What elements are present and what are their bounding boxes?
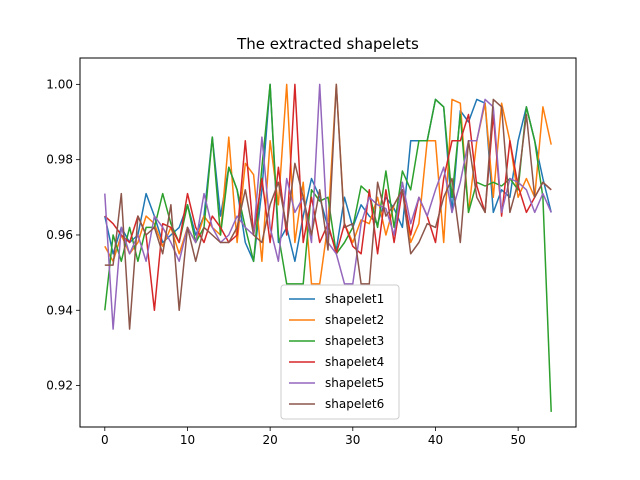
x-tick-label: 0 xyxy=(101,433,109,447)
y-tick-label: 1.00 xyxy=(46,77,73,91)
x-tick-label: 20 xyxy=(262,433,277,447)
plot-lines xyxy=(104,83,552,412)
legend: shapelet1 shapelet2 shapelet3 shapelet4 shap… xyxy=(280,284,400,420)
x-tick-label: 10 xyxy=(180,433,195,447)
shapelet2-line xyxy=(104,83,552,285)
plot-frame xyxy=(79,57,577,428)
shapelet4-line xyxy=(104,83,552,312)
y-tick-label: 0.94 xyxy=(46,303,73,317)
shapelet1-legend-label: shapelet1 xyxy=(325,292,384,306)
x-tick-label: 30 xyxy=(345,433,360,447)
x-tick-label: 50 xyxy=(510,433,525,447)
y-tick-label: 0.96 xyxy=(46,228,73,242)
shapelet6-line xyxy=(104,83,552,330)
x-axis: 0 10 20 30 40 50 xyxy=(101,427,526,447)
y-tick-label: 0.98 xyxy=(46,153,73,167)
shapelet2-legend-label: shapelet2 xyxy=(325,313,384,327)
legend-box xyxy=(280,284,400,420)
x-tick-label: 40 xyxy=(428,433,443,447)
shapelet6-legend-label: shapelet6 xyxy=(325,397,384,411)
y-tick-label: 0.92 xyxy=(46,379,73,393)
shapelet5-legend-label: shapelet5 xyxy=(325,376,384,390)
chart-title: The extracted shapelets xyxy=(236,35,419,53)
y-axis: 0.92 0.94 0.96 0.98 1.00 xyxy=(46,77,80,393)
shapelet4-legend-label: shapelet4 xyxy=(325,355,384,369)
shapelet3-legend-label: shapelet3 xyxy=(325,334,384,348)
